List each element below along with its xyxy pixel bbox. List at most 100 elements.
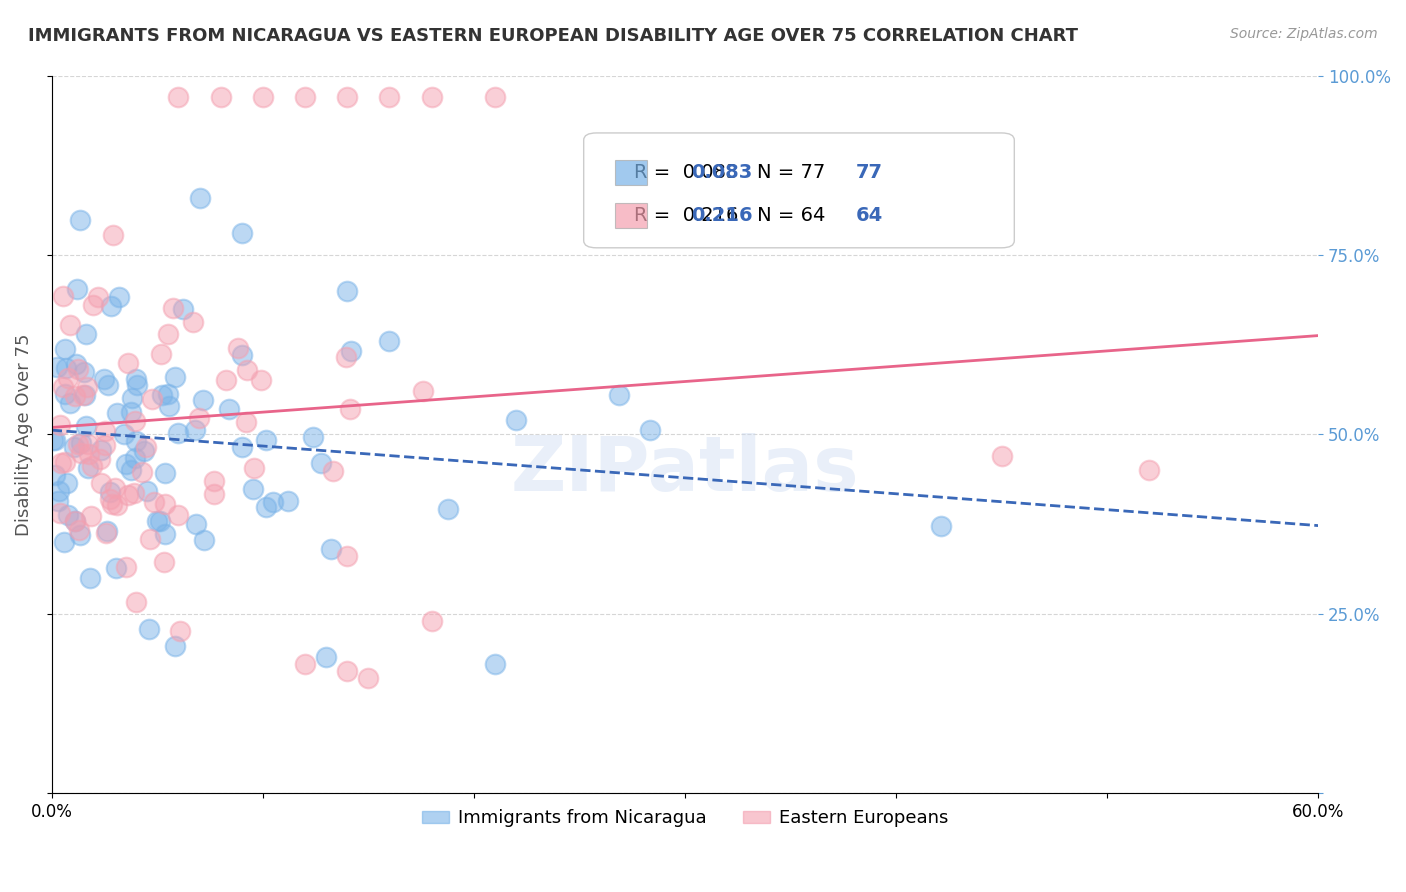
- Immigrants from Nicaragua: [231, 440, 253, 454]
- Eastern Europeans: [167, 508, 190, 522]
- Text: 0.216: 0.216: [692, 206, 754, 225]
- Immigrants from Nicaragua: [378, 334, 401, 348]
- Immigrants from Nicaragua: [340, 344, 363, 359]
- Eastern Europeans: [412, 384, 434, 398]
- Immigrants from Nicaragua: [132, 443, 155, 458]
- Eastern Europeans: [59, 318, 82, 332]
- Immigrants from Nicaragua: [188, 190, 211, 204]
- Immigrants from Nicaragua: [73, 365, 96, 379]
- Immigrants from Nicaragua: [44, 434, 66, 448]
- Immigrants from Nicaragua: [149, 514, 172, 528]
- Immigrants from Nicaragua: [69, 528, 91, 542]
- Eastern Europeans: [125, 595, 148, 609]
- Immigrants from Nicaragua: [105, 406, 128, 420]
- Text: IMMIGRANTS FROM NICARAGUA VS EASTERN EUROPEAN DISABILITY AGE OVER 75 CORRELATION: IMMIGRANTS FROM NICARAGUA VS EASTERN EUR…: [28, 27, 1078, 45]
- Immigrants from Nicaragua: [58, 508, 80, 522]
- Eastern Europeans: [101, 498, 124, 512]
- Immigrants from Nicaragua: [321, 541, 343, 556]
- Eastern Europeans: [420, 614, 443, 628]
- Immigrants from Nicaragua: [66, 281, 89, 295]
- Eastern Europeans: [252, 90, 274, 104]
- Eastern Europeans: [55, 455, 77, 469]
- Immigrants from Nicaragua: [254, 434, 277, 448]
- Eastern Europeans: [378, 90, 401, 104]
- Eastern Europeans: [90, 476, 112, 491]
- Immigrants from Nicaragua: [607, 388, 630, 402]
- Immigrants from Nicaragua: [79, 571, 101, 585]
- Bar: [616, 161, 647, 185]
- Eastern Europeans: [56, 370, 79, 384]
- Eastern Europeans: [169, 624, 191, 638]
- Eastern Europeans: [322, 464, 344, 478]
- Eastern Europeans: [294, 90, 316, 104]
- Eastern Europeans: [243, 460, 266, 475]
- Eastern Europeans: [107, 498, 129, 512]
- Eastern Europeans: [117, 356, 139, 370]
- Immigrants from Nicaragua: [484, 657, 506, 672]
- Eastern Europeans: [87, 290, 110, 304]
- Immigrants from Nicaragua: [638, 423, 661, 437]
- Immigrants from Nicaragua: [44, 467, 66, 482]
- Eastern Europeans: [79, 447, 101, 461]
- Immigrants from Nicaragua: [59, 396, 82, 410]
- Immigrants from Nicaragua: [150, 387, 173, 401]
- Eastern Europeans: [124, 414, 146, 428]
- Immigrants from Nicaragua: [193, 392, 215, 407]
- Immigrants from Nicaragua: [124, 434, 146, 448]
- Eastern Europeans: [202, 487, 225, 501]
- Immigrants from Nicaragua: [135, 484, 157, 499]
- Bar: [616, 203, 647, 227]
- Eastern Europeans: [249, 373, 271, 387]
- Eastern Europeans: [48, 506, 70, 520]
- Eastern Europeans: [141, 392, 163, 406]
- Immigrants from Nicaragua: [127, 378, 149, 392]
- Immigrants from Nicaragua: [55, 361, 77, 376]
- Eastern Europeans: [67, 361, 90, 376]
- Text: 0.083: 0.083: [692, 163, 752, 182]
- Eastern Europeans: [49, 417, 72, 432]
- Immigrants from Nicaragua: [41, 433, 63, 447]
- Eastern Europeans: [153, 497, 176, 511]
- Legend: Immigrants from Nicaragua, Eastern Europeans: Immigrants from Nicaragua, Eastern Europ…: [415, 802, 956, 835]
- Immigrants from Nicaragua: [155, 527, 177, 541]
- Eastern Europeans: [336, 90, 359, 104]
- Eastern Europeans: [294, 657, 316, 672]
- Immigrants from Nicaragua: [184, 423, 207, 437]
- Eastern Europeans: [80, 458, 103, 473]
- Immigrants from Nicaragua: [146, 514, 169, 528]
- Eastern Europeans: [339, 401, 361, 416]
- Immigrants from Nicaragua: [138, 622, 160, 636]
- Eastern Europeans: [72, 387, 94, 401]
- Eastern Europeans: [94, 437, 117, 451]
- Immigrants from Nicaragua: [262, 494, 284, 508]
- Immigrants from Nicaragua: [115, 457, 138, 471]
- Eastern Europeans: [150, 347, 173, 361]
- Eastern Europeans: [77, 437, 100, 451]
- Eastern Europeans: [100, 491, 122, 506]
- Immigrants from Nicaragua: [96, 524, 118, 539]
- Immigrants from Nicaragua: [124, 451, 146, 466]
- Eastern Europeans: [94, 526, 117, 541]
- Immigrants from Nicaragua: [52, 535, 75, 549]
- Immigrants from Nicaragua: [186, 516, 208, 531]
- Eastern Europeans: [89, 451, 111, 466]
- Immigrants from Nicaragua: [157, 387, 180, 401]
- Immigrants from Nicaragua: [120, 405, 142, 419]
- Immigrants from Nicaragua: [167, 425, 190, 440]
- Eastern Europeans: [336, 549, 359, 564]
- Immigrants from Nicaragua: [45, 359, 67, 374]
- Immigrants from Nicaragua: [98, 485, 121, 500]
- Immigrants from Nicaragua: [93, 372, 115, 386]
- Y-axis label: Disability Age Over 75: Disability Age Over 75: [15, 334, 32, 536]
- Eastern Europeans: [226, 341, 249, 355]
- Eastern Europeans: [202, 474, 225, 488]
- Eastern Europeans: [82, 298, 104, 312]
- Immigrants from Nicaragua: [121, 391, 143, 405]
- Immigrants from Nicaragua: [336, 284, 359, 298]
- Immigrants from Nicaragua: [69, 213, 91, 227]
- Immigrants from Nicaragua: [62, 441, 84, 455]
- Text: 77: 77: [856, 163, 883, 182]
- Eastern Europeans: [235, 415, 257, 429]
- Eastern Europeans: [236, 363, 259, 377]
- Eastern Europeans: [66, 437, 89, 451]
